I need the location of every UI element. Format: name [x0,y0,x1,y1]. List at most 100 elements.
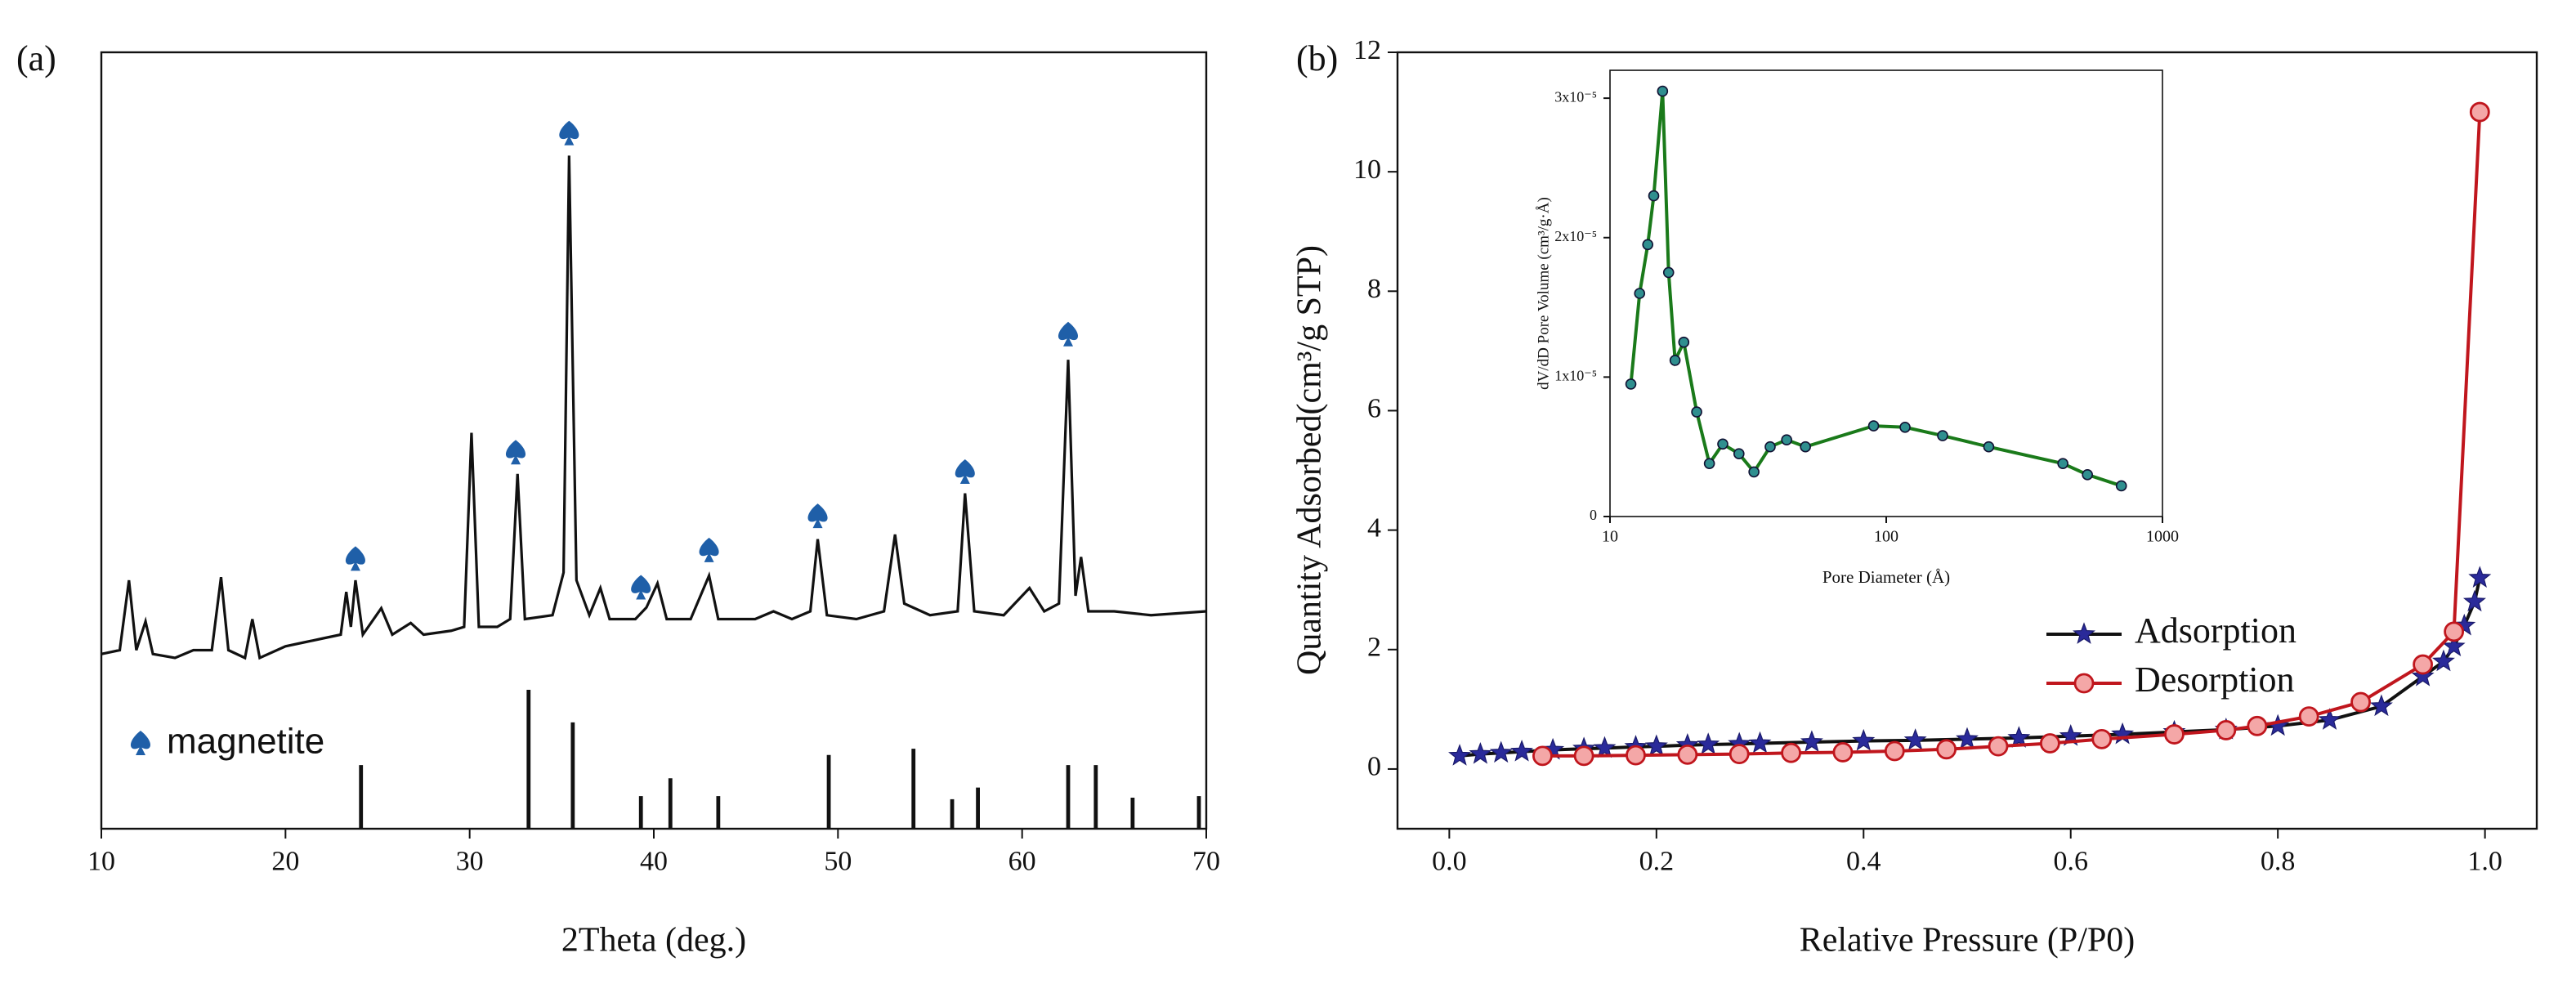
star-marker [1852,728,1876,751]
circle-marker [1625,378,1637,390]
x-tick-label: 1000 [2146,528,2179,546]
y-tick-label: 2x10⁻⁵ [1554,228,1597,244]
circle-marker [1781,434,1792,445]
circle-marker [1733,448,1745,460]
circle-marker [2298,706,2319,727]
circle-marker [1729,744,1750,765]
x-tick-label: 1.0 [2467,846,2502,876]
circle-marker [1662,266,1675,279]
x-axis-label: Pore Diameter (Å) [1822,567,1950,587]
panel-label: (a) [16,38,56,78]
circle-marker [2216,720,2237,740]
star-marker [1510,740,1534,762]
circle-marker [1626,745,1646,766]
plot-frame [100,51,1208,830]
plot-frame [1396,51,2538,830]
star-marker [1448,744,1472,766]
circle-marker [1691,406,1702,418]
star-marker [1800,730,1823,752]
star-marker [2318,708,2341,730]
star-marker [2431,649,2455,672]
circle-marker [1867,420,1880,432]
y-tick-label: 0 [1367,752,1381,782]
circle-marker [2091,728,2113,749]
circle-marker [2444,621,2465,642]
star-marker [1956,727,1979,749]
circle-marker [1764,441,1776,453]
star-marker [2369,694,2393,717]
magnetite-marker [559,120,579,145]
magnetite-marker [345,546,366,571]
data-line [101,155,1207,660]
y-tick-label: 6 [1367,393,1381,423]
star-marker [1697,732,1720,754]
circle-marker [2413,654,2434,675]
circle-marker [1677,744,1698,765]
magnetite-marker [631,575,651,600]
circle-marker [1703,458,1715,469]
x-tick-label: 60 [1008,846,1036,876]
x-tick-label: 0.8 [2261,846,2296,876]
magnetite-marker [807,503,828,529]
x-tick-label: 0.2 [1639,846,1675,876]
x-tick-label: 10 [87,846,115,876]
circle-marker [2469,101,2490,123]
circle-marker [1748,466,1760,478]
star-marker [1644,734,1668,757]
star-marker [1469,741,1492,764]
star-marker [2462,589,2486,612]
x-tick-label: 0.4 [1846,846,1881,876]
y-tick-label: 2 [1367,633,1381,663]
legend-label: Adsorption [2135,611,2296,651]
magnetite-marker [1058,321,1079,347]
legend-label: magnetite [167,722,324,762]
x-tick-label: 100 [1874,528,1898,546]
circle-marker [1781,742,1801,763]
circle-marker [2247,715,2268,736]
data-line [1459,577,2482,758]
y-axis-label: dV/dD Pore Volume (cm³/g·Å) [1535,197,1552,390]
y-tick-label: 0 [1590,507,1597,523]
star-marker [2111,722,2135,745]
magnetite-marker [955,459,975,484]
circle-marker [1657,85,1669,97]
circle-marker [1800,441,1811,453]
x-tick-label: 30 [456,846,484,876]
circle-marker [1648,190,1660,202]
y-tick-label: 3x10⁻⁵ [1554,88,1597,105]
star-marker [2007,726,2031,748]
y-tick-label: 1x10⁻⁵ [1554,368,1597,384]
circle-marker [2115,480,2127,492]
star-marker [1489,740,1513,763]
circle-marker [1678,336,1690,348]
y-tick-label: 12 [1353,35,1381,65]
x-tick-label: 50 [824,846,852,876]
x-tick-label: 20 [271,846,299,876]
x-tick-label: 10 [1602,528,1618,546]
star-marker [1593,736,1617,758]
circle-marker [1937,430,1948,441]
x-axis-label: 2Theta (deg.) [561,922,746,960]
legend-marker [2073,622,2095,644]
star-marker [2468,566,2492,588]
y-axis-label: Quantity Adsorbed(cm³/g STP) [1291,245,1329,675]
circle-marker [1634,288,1646,299]
circle-marker [2057,458,2068,469]
circle-marker [1988,736,2009,757]
plot-frame [1609,69,2163,517]
star-marker [1903,728,1927,750]
circle-marker [1669,355,1681,366]
data-line [1542,111,2482,758]
circle-marker [2039,733,2060,754]
circle-marker [1832,742,1854,763]
star-marker [2411,664,2435,687]
magnetite-marker [130,731,151,755]
circle-marker [2082,469,2093,481]
legend-label: Desorption [2135,660,2295,700]
circle-marker [1717,438,1729,450]
y-tick-label: 8 [1367,274,1381,304]
panel-label: (b) [1296,38,1338,78]
x-tick-label: 70 [1192,846,1220,876]
circle-marker [1642,239,1654,251]
legend-marker [2073,673,2095,694]
